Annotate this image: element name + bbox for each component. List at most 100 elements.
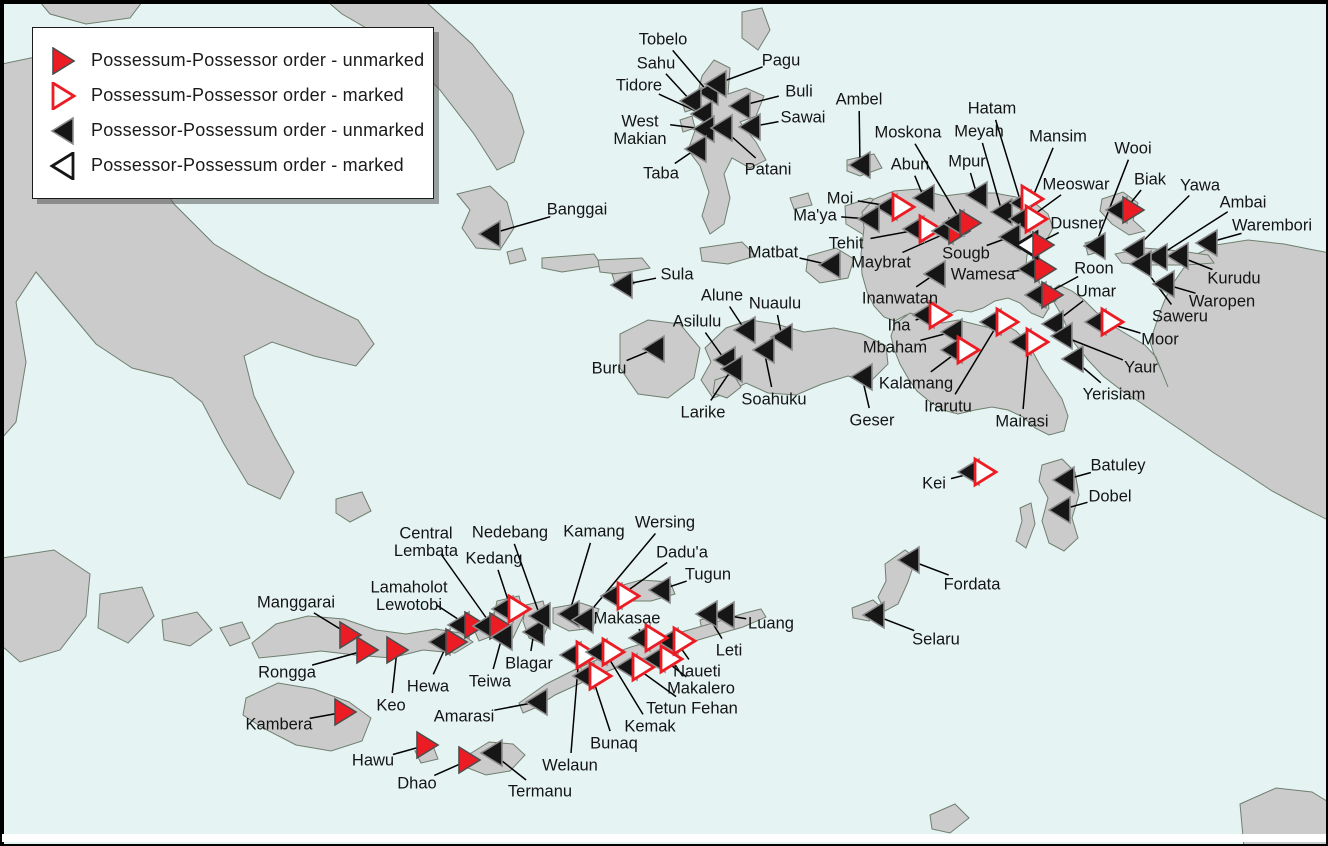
language-marker xyxy=(49,151,75,180)
language-label: Maybrat xyxy=(851,254,911,272)
language-marker xyxy=(1151,269,1175,299)
language-marker xyxy=(751,335,775,365)
legend-row-possessum-possessor-marked: Possessum-Possessor order - marked xyxy=(33,81,433,110)
language-marker xyxy=(727,91,751,121)
possessum-possessor-marked-icon xyxy=(51,81,77,110)
language-marker xyxy=(477,219,501,249)
language-label: Saweru xyxy=(1152,308,1208,326)
language-marker xyxy=(1194,228,1218,258)
language-label: Hawu xyxy=(352,752,394,770)
language-marker xyxy=(1122,195,1146,225)
language-label: Termanu xyxy=(508,783,572,801)
language-label: Manggarai xyxy=(257,594,335,612)
language-marker xyxy=(659,643,685,675)
language-marker xyxy=(847,150,871,180)
language-marker xyxy=(521,617,545,647)
language-label: Kedang xyxy=(466,550,523,568)
land-kei xyxy=(1015,502,1036,549)
language-marker xyxy=(918,213,944,245)
language-label: Kemak xyxy=(624,718,676,736)
possessor-possessum-marked-icon xyxy=(49,151,75,180)
language-label: Ambel xyxy=(836,91,883,109)
language-label: Meoswar xyxy=(1043,176,1110,194)
land-island xyxy=(929,803,970,834)
language-label: Dusner xyxy=(1050,215,1104,233)
language-marker xyxy=(1144,242,1168,272)
legend-label: Possessum-Possessor order - unmarked xyxy=(91,50,425,70)
language-label: Roon xyxy=(1074,260,1113,278)
leader-line xyxy=(981,142,1003,213)
language-label: Abun xyxy=(891,156,930,174)
legend-row-possessum-possessor-unmarked: Possessum-Possessor order - unmarked xyxy=(33,46,433,75)
language-marker xyxy=(334,697,358,727)
language-label: Dhao xyxy=(397,775,436,793)
land-island xyxy=(2,549,91,663)
leader-line xyxy=(1156,211,1229,258)
language-label: Wamesa xyxy=(951,266,1016,284)
language-label: Alune xyxy=(701,287,743,305)
language-marker xyxy=(445,627,469,657)
language-marker xyxy=(922,259,946,289)
land-island xyxy=(506,247,527,265)
language-label: Makalero xyxy=(667,680,735,698)
language-marker xyxy=(732,315,756,345)
language-label: Nedebang xyxy=(472,524,548,542)
leader-line xyxy=(858,110,861,166)
language-label: Asilulu xyxy=(673,313,722,331)
language-marker xyxy=(570,605,594,635)
language-label: Keo xyxy=(376,697,405,715)
language-marker xyxy=(995,306,1021,338)
language-label: Patani xyxy=(745,161,792,179)
language-marker xyxy=(719,354,743,384)
language-label: Hatam xyxy=(968,100,1017,118)
land-obi xyxy=(699,241,757,265)
language-label: Bunaq xyxy=(590,735,638,753)
language-marker xyxy=(856,204,880,234)
language-label: Iha xyxy=(888,317,912,335)
legend: Possessum-Possessor order - unmarked Pos… xyxy=(32,27,434,199)
language-marker xyxy=(507,593,533,625)
land-bottom-right xyxy=(1239,787,1326,844)
language-label: Sawai xyxy=(781,109,826,127)
language-label: Lewotobi xyxy=(376,596,442,614)
leader-line xyxy=(568,542,592,615)
language-label: Ambai xyxy=(1220,194,1267,212)
language-label: Makasae xyxy=(594,610,661,628)
land-island xyxy=(97,586,155,644)
possessor-possessum-unmarked-icon xyxy=(50,116,74,145)
language-label: Sougb xyxy=(942,245,990,263)
language-marker xyxy=(575,639,601,671)
language-label: Welaun xyxy=(542,757,598,775)
language-marker xyxy=(356,635,380,665)
language-marker xyxy=(928,299,954,331)
language-label: Mairasi xyxy=(995,413,1048,431)
language-marker xyxy=(1049,321,1073,351)
language-marker xyxy=(1047,495,1071,525)
language-label: Hewa xyxy=(407,678,450,696)
language-label: Tetun Fehan xyxy=(646,700,738,718)
language-marker xyxy=(641,334,665,364)
leader-line xyxy=(513,543,541,617)
language-marker xyxy=(1024,203,1050,235)
language-label: Lamaholot xyxy=(370,579,447,597)
language-label: Blagar xyxy=(505,655,553,673)
language-label: Meyah xyxy=(954,123,1004,141)
language-marker xyxy=(891,191,917,223)
language-label: West xyxy=(621,113,659,131)
language-marker xyxy=(709,113,733,143)
language-marker xyxy=(683,134,707,164)
bottom-margin xyxy=(2,834,1326,842)
leader-line xyxy=(604,651,644,715)
leader-line xyxy=(582,533,656,621)
language-marker xyxy=(588,660,614,692)
language-marker xyxy=(52,46,76,75)
language-marker xyxy=(386,635,410,665)
language-marker xyxy=(1128,249,1152,279)
land-island xyxy=(161,611,213,647)
leader-line xyxy=(954,321,1000,395)
language-marker xyxy=(861,600,885,630)
leader-line xyxy=(994,119,1022,204)
land-flores xyxy=(251,615,474,659)
